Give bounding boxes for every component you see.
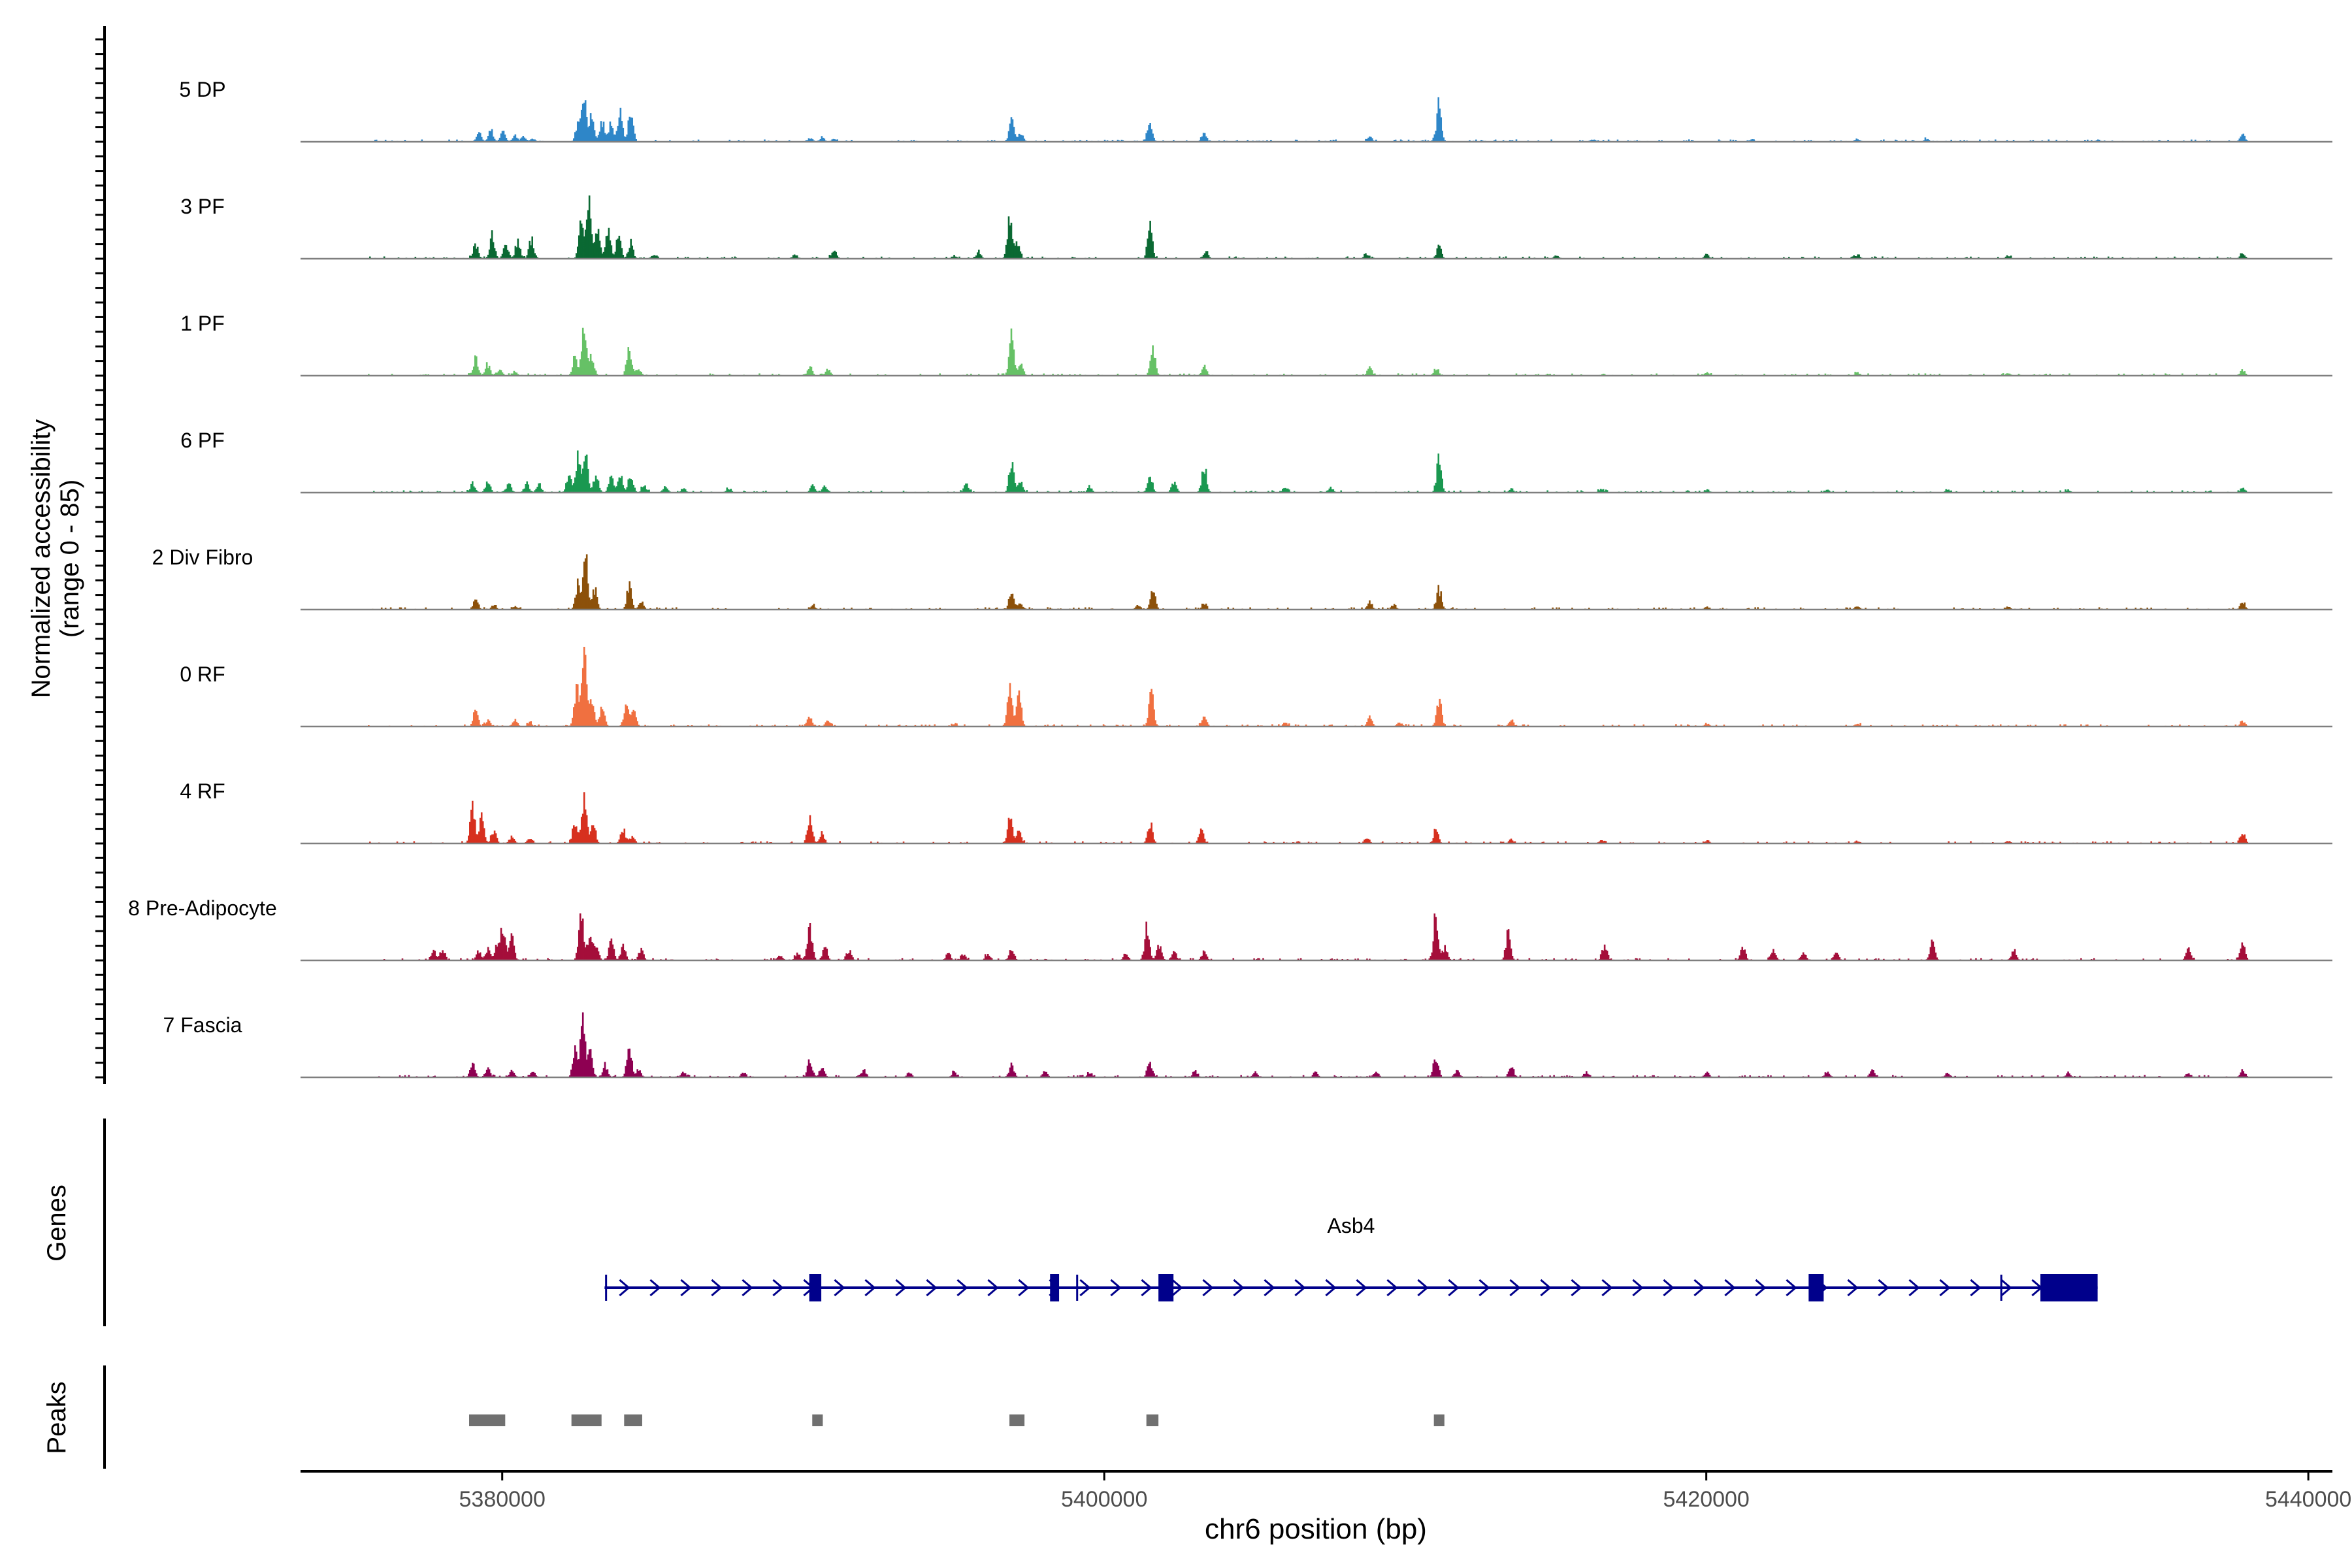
track-8-pre-adipocyte: 8 Pre-Adipocyte: [128, 896, 2332, 962]
strand-chevron: [1018, 1279, 1030, 1297]
strand-chevron: [1079, 1279, 1091, 1297]
track-3-pf: 3 PF: [180, 195, 2332, 260]
track-label: 7 Fascia: [163, 1013, 242, 1037]
strand-chevron: [1478, 1279, 1490, 1297]
peak-region: [812, 1414, 823, 1426]
strand-chevron: [1878, 1279, 1889, 1297]
strand-chevron: [1356, 1279, 1367, 1297]
strand-chevron: [1509, 1279, 1521, 1297]
track-4-rf: 4 RF: [180, 779, 2332, 845]
strand-chevron: [1970, 1279, 1982, 1297]
strand-chevron: [1571, 1279, 1582, 1297]
strand-chevron: [926, 1279, 938, 1297]
y-axis-title-line2: (range 0 - 85): [56, 480, 84, 638]
y-axis-title-line1: Normalized accessibility: [27, 419, 56, 698]
x-tick-label: 5400000: [1061, 1487, 1147, 1512]
genes-panel-label: Genes: [42, 1184, 71, 1262]
strand-chevron: [772, 1279, 784, 1297]
exon: [809, 1274, 822, 1301]
strand-chevron: [1264, 1279, 1275, 1297]
strand-chevron: [1540, 1279, 1552, 1297]
gene-asb4: Asb4: [604, 1214, 2098, 1301]
strand-chevron: [1755, 1279, 1767, 1297]
strand-chevron: [649, 1279, 661, 1297]
strand-chevron: [1724, 1279, 1736, 1297]
strand-chevron: [2001, 1279, 2012, 1297]
y-axis-title: Normalized accessibility (range 0 - 85): [27, 419, 84, 698]
y-axis: [95, 26, 106, 1084]
exon: [2040, 1274, 2098, 1301]
peak-region: [571, 1414, 602, 1426]
strand-chevron: [1663, 1279, 1674, 1297]
strand-chevron: [1202, 1279, 1214, 1297]
strand-chevron: [1693, 1279, 1705, 1297]
strand-chevron: [1601, 1279, 1613, 1297]
strand-chevron: [619, 1279, 630, 1297]
exon: [1808, 1274, 1824, 1301]
strand-chevron: [864, 1279, 876, 1297]
track-label: 1 PF: [180, 312, 225, 335]
track-5-dp: 5 DP: [179, 78, 2332, 143]
strand-chevron: [1847, 1279, 1859, 1297]
track-label: 3 PF: [180, 195, 225, 218]
strand-chevron: [742, 1279, 753, 1297]
strand-chevron: [1632, 1279, 1644, 1297]
peak-region: [624, 1414, 642, 1426]
strand-chevron: [895, 1279, 907, 1297]
track-1-pf: 1 PF: [180, 312, 2332, 377]
strand-chevron: [1386, 1279, 1398, 1297]
track-label: 0 RF: [180, 662, 225, 686]
x-tick-label: 5380000: [459, 1487, 546, 1512]
track-label: 2 Div Fibro: [152, 546, 253, 569]
track-6-pf: 6 PF: [180, 429, 2332, 494]
genes-panel: Genes Asb4: [42, 1119, 2098, 1326]
strand-chevron: [711, 1279, 723, 1297]
strand-chevron: [1141, 1279, 1152, 1297]
track-0-rf: 0 RF: [180, 646, 2332, 728]
peak-region: [469, 1414, 506, 1426]
peak-region: [1146, 1414, 1159, 1426]
peak-regions: [469, 1414, 1445, 1426]
track-7-fascia: 7 Fascia: [163, 1012, 2332, 1079]
x-axis-title: chr6 position (bp): [1205, 1513, 1427, 1545]
strand-chevron: [987, 1279, 999, 1297]
strand-chevron: [1110, 1279, 1122, 1297]
strand-chevron: [680, 1279, 692, 1297]
strand-chevron: [1908, 1279, 1920, 1297]
accessibility-tracks: 5 DP 3 PF 1 PF 6 PF 2 Div Fibro 0 RF 4 RF 8 Pre…: [128, 78, 2332, 1079]
strand-chevron: [1448, 1279, 1460, 1297]
strand-chevron: [1939, 1279, 1951, 1297]
track-label: 6 PF: [180, 429, 225, 452]
strand-chevron: [1171, 1279, 1183, 1297]
track-label: 5 DP: [179, 78, 225, 101]
x-axis: chr6 position (bp) 5380000 5400000 5420000…: [301, 1470, 2351, 1545]
exon: [1158, 1274, 1174, 1301]
exon: [1050, 1274, 1060, 1301]
gene-models: Asb4: [604, 1214, 2098, 1301]
strand-chevron: [1233, 1279, 1245, 1297]
strand-chevron: [1417, 1279, 1429, 1297]
strand-chevron: [1325, 1279, 1337, 1297]
peaks-panel-label: Peaks: [42, 1381, 71, 1454]
peaks-panel: Peaks: [42, 1365, 1445, 1469]
track-label: 8 Pre-Adipocyte: [128, 896, 277, 920]
peak-region: [1433, 1414, 1445, 1426]
strand-chevron: [956, 1279, 968, 1297]
x-tick-label: 5440000: [2265, 1487, 2351, 1512]
x-tick-label: 5420000: [1663, 1487, 1749, 1512]
strand-chevron: [834, 1279, 845, 1297]
track-2-div-fibro: 2 Div Fibro: [152, 546, 2332, 611]
strand-chevron: [1294, 1279, 1306, 1297]
track-label: 4 RF: [180, 779, 225, 803]
strand-chevron: [1786, 1279, 1797, 1297]
peak-region: [1009, 1414, 1025, 1426]
gene-label: Asb4: [1328, 1214, 1375, 1237]
